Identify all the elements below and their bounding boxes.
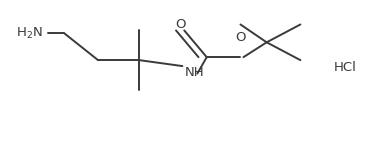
Text: H$_2$N: H$_2$N — [16, 26, 42, 41]
Text: O: O — [235, 31, 246, 44]
Text: HCl: HCl — [334, 61, 357, 74]
Text: NH: NH — [184, 66, 204, 79]
Text: O: O — [175, 18, 186, 31]
